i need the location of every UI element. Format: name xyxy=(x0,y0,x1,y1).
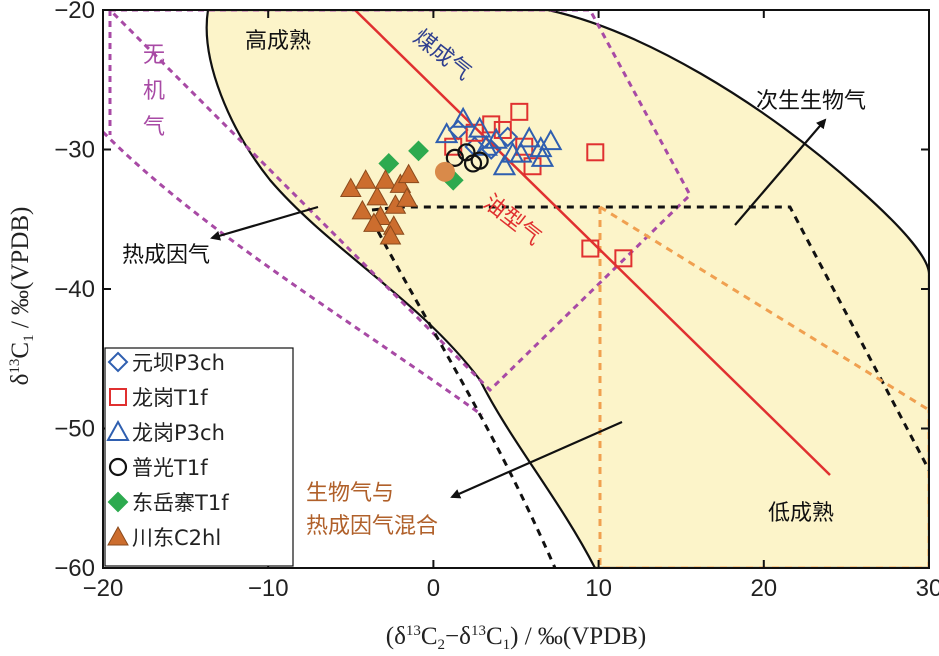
data-point xyxy=(497,126,519,148)
data-point xyxy=(408,140,429,162)
x-axis-title: (δ13C2−δ13C1) / ‰(VPDB) xyxy=(386,623,646,653)
data-point xyxy=(529,136,553,158)
legend-marker xyxy=(109,388,127,406)
x-tick-label: −20 xyxy=(83,575,124,602)
x-tick-label: 10 xyxy=(585,575,612,602)
data-point xyxy=(467,116,492,138)
natural-gas-region xyxy=(205,10,929,568)
data-point xyxy=(530,145,555,167)
label-biogas-mixed-2: 热成因气混合 xyxy=(306,514,438,539)
data-point xyxy=(538,129,563,151)
data-point xyxy=(470,151,489,170)
data-point xyxy=(509,141,533,163)
data-point xyxy=(397,163,420,184)
legend-marker xyxy=(107,525,129,546)
data-point xyxy=(586,143,605,162)
legend-box xyxy=(104,347,294,567)
legend-marker xyxy=(106,419,130,441)
legend-label: 川东C2hl xyxy=(132,526,221,550)
data-point xyxy=(351,199,374,220)
arrow-thermal-gas xyxy=(210,205,319,241)
data-point xyxy=(493,120,512,139)
legend: 元坝P3ch 龙岗T1f 龙岗P3ch 普光T1f 东岳寨T1f 川东C2hl xyxy=(104,347,294,567)
legend-label: 龙岗P3ch xyxy=(132,421,225,445)
data-point xyxy=(363,212,385,232)
data-point xyxy=(492,154,517,176)
data-point xyxy=(389,173,412,193)
x-tick-label: 30 xyxy=(916,575,939,602)
legend-label: 普光T1f xyxy=(132,456,208,480)
label-biogas-mixed-1: 生物气与 xyxy=(306,481,394,506)
label-inorganic-gas: 无机气 xyxy=(143,43,165,140)
data-point xyxy=(517,126,541,148)
y-tick-label: −50 xyxy=(54,416,95,443)
legend-marker xyxy=(107,491,129,513)
data-point xyxy=(484,127,508,149)
x-axis: −20 −10 0 10 20 30 xyxy=(83,10,939,602)
data-point xyxy=(510,102,529,121)
x-tick-label: −10 xyxy=(248,575,289,602)
label-high-maturity: 高成熟 xyxy=(245,29,311,54)
data-point xyxy=(434,122,459,144)
plot-area: 高成熟 煤成气 无机气 次生生物气 热成因气 油型气 生物气与 热成因气混合 低… xyxy=(103,10,929,568)
data-point xyxy=(374,169,397,189)
mixing-boundary xyxy=(370,205,929,568)
legend-label: 东岳寨T1f xyxy=(132,491,229,515)
arrow-biogas-mixed xyxy=(450,420,623,499)
legend-label: 龙岗T1f xyxy=(132,386,208,410)
data-point xyxy=(379,224,402,245)
inorganic-boundary xyxy=(103,10,692,417)
data-point xyxy=(378,153,400,174)
x-tick-label: 20 xyxy=(750,575,777,602)
y-tick-label: −40 xyxy=(54,276,95,303)
data-point xyxy=(434,161,455,182)
data-point xyxy=(451,106,475,128)
y-tick-label: −30 xyxy=(54,137,95,164)
label-thermal-gas: 热成因气 xyxy=(122,243,210,268)
data-point xyxy=(581,239,600,258)
y-axis: −20 −30 −40 −50 −60 xyxy=(54,0,929,582)
data-points xyxy=(339,102,633,268)
label-secondary-biogas: 次生生物气 xyxy=(756,89,866,114)
data-point xyxy=(396,187,418,207)
legend-marker xyxy=(108,457,128,477)
coal-oil-divide-line xyxy=(354,10,831,476)
data-point xyxy=(445,148,464,167)
y-tick-label: −60 xyxy=(54,555,95,582)
x-tick-label: 0 xyxy=(427,575,440,602)
data-point xyxy=(366,185,389,206)
legend-marker xyxy=(107,351,129,373)
legend-label: 元坝P3ch xyxy=(132,351,225,375)
y-axis-title: δ13C1 / ‰(VPDB) xyxy=(7,207,37,386)
svg-text:无机气: 无机气 xyxy=(143,43,165,140)
y-tick-label: −20 xyxy=(54,0,95,24)
arrow-secondary-biogas xyxy=(734,118,827,226)
label-low-maturity: 低成熟 xyxy=(768,501,834,526)
data-point xyxy=(614,249,633,268)
data-point xyxy=(480,139,502,160)
data-point xyxy=(354,169,377,189)
